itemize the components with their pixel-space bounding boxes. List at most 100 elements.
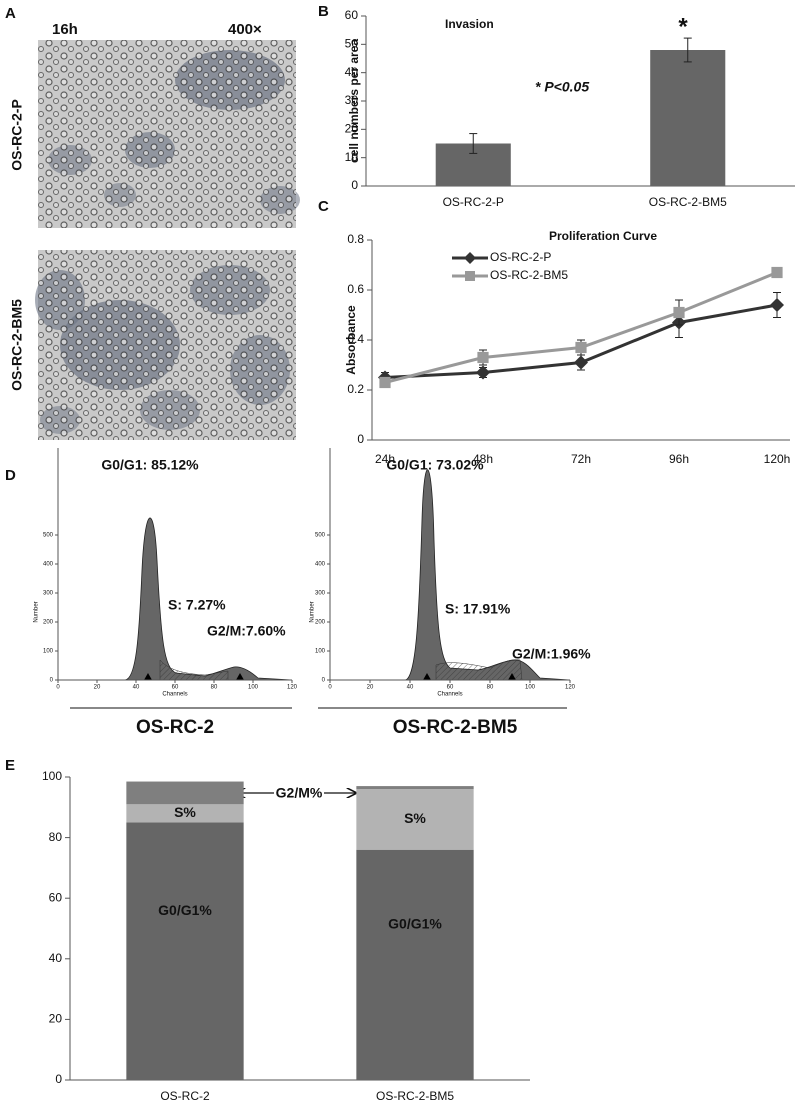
marker xyxy=(477,351,489,364)
y-tick-label: 30 xyxy=(345,93,359,107)
y-tick-label: 500 xyxy=(43,533,54,539)
y-tick-label: 500 xyxy=(315,533,326,539)
y-tick-label: 0.4 xyxy=(347,332,364,346)
y-axis-title: Number xyxy=(310,601,316,622)
chart-title: OS-RC-2-BM5 xyxy=(393,717,518,738)
micrograph-magnification: 400× xyxy=(228,21,262,38)
bar-segment xyxy=(126,804,244,823)
legend-marker xyxy=(465,271,475,281)
annotation: G0/G1: 73.02% xyxy=(386,457,484,473)
x-tick-label: 96h xyxy=(669,452,689,466)
y-tick-label: 400 xyxy=(315,562,326,568)
annotation: S: 17.91% xyxy=(445,601,511,617)
y-tick-label: 40 xyxy=(345,65,359,79)
y-tick-label: 50 xyxy=(345,37,359,51)
panel-label: B xyxy=(318,3,329,20)
x-tick-label: OS-RC-2-BM5 xyxy=(649,195,727,209)
annotation: G0/G1: 85.12% xyxy=(101,457,199,473)
x-tick-label: 72h xyxy=(571,452,591,466)
y-tick-label: 60 xyxy=(345,8,359,22)
y-tick-label: 40 xyxy=(49,951,63,965)
bar-segment xyxy=(356,789,474,850)
x-tick-label: 0 xyxy=(56,685,60,691)
x-tick-label: 24h xyxy=(375,452,395,466)
x-tick-label: 60 xyxy=(172,685,179,691)
y-tick-label: 80 xyxy=(49,830,63,844)
x-tick-label: 100 xyxy=(248,685,259,691)
bar xyxy=(650,50,726,186)
marker xyxy=(673,306,685,319)
marker xyxy=(476,365,490,380)
y-axis-title: cell numbers per area xyxy=(347,39,361,163)
x-tick-label: 20 xyxy=(94,685,101,691)
legend-label: OS-RC-2-BM5 xyxy=(490,268,568,282)
segment-label: G0/G1% xyxy=(158,902,212,918)
x-tick-label: 80 xyxy=(487,685,494,691)
y-tick-label: 0.6 xyxy=(347,282,364,296)
y-tick-label: 20 xyxy=(345,122,359,136)
bar-segment xyxy=(356,786,474,790)
y-tick-label: 20 xyxy=(49,1012,63,1026)
y-tick-label: 0 xyxy=(322,678,326,684)
x-tick-label: 48h xyxy=(473,452,493,466)
bar-segment xyxy=(356,849,474,1080)
y-axis-title: Absorbance xyxy=(344,305,358,375)
y-axis-title: Number xyxy=(34,601,40,622)
annotation: G2/M:7.60% xyxy=(207,623,286,639)
marker xyxy=(771,266,783,279)
y-tick-label: 10 xyxy=(345,150,359,164)
flow-histogram xyxy=(330,469,571,681)
micrograph xyxy=(38,40,300,228)
x-tick-label: 100 xyxy=(525,685,536,691)
micrograph-row-label: OS-RC-2-BM5 xyxy=(9,299,25,391)
y-tick-label: 100 xyxy=(43,649,54,655)
y-tick-label: 200 xyxy=(43,620,54,626)
x-tick-label: 120h xyxy=(764,452,791,466)
panel-label: E xyxy=(5,757,15,774)
annotation: G2/M:1.96% xyxy=(512,646,591,662)
micrograph-row-label: OS-RC-2-P xyxy=(9,99,25,171)
x-tick-label: OS-RC-2-BM5 xyxy=(376,1089,454,1103)
x-tick-label: 40 xyxy=(407,685,414,691)
chart-title: Proliferation Curve xyxy=(549,229,657,243)
y-tick-label: 400 xyxy=(43,562,54,568)
y-tick-label: 0.2 xyxy=(347,382,364,396)
x-tick-label: OS-RC-2-P xyxy=(443,195,504,209)
chart-title: OS-RC-2 xyxy=(136,717,214,738)
y-tick-label: 100 xyxy=(315,649,326,655)
legend-label: OS-RC-2-P xyxy=(490,250,551,264)
marker xyxy=(379,376,391,389)
x-tick-label: 40 xyxy=(133,685,140,691)
marker xyxy=(575,341,587,354)
y-tick-label: 60 xyxy=(49,890,63,904)
y-tick-label: 300 xyxy=(315,591,326,597)
y-tick-label: 100 xyxy=(42,769,62,783)
x-tick-label: 0 xyxy=(328,685,332,691)
panel-label: A xyxy=(5,5,16,22)
y-tick-label: 0 xyxy=(55,1072,62,1086)
y-tick-label: 200 xyxy=(315,620,326,626)
micrograph xyxy=(35,250,296,440)
segment-label: S% xyxy=(174,804,196,820)
marker xyxy=(574,355,588,370)
chart-title: Invasion xyxy=(445,17,494,31)
bar-segment xyxy=(126,781,244,805)
segment-label: G0/G1% xyxy=(388,916,442,932)
x-tick-label: 120 xyxy=(565,685,576,691)
x-tick-label: 60 xyxy=(447,685,454,691)
legend-marker xyxy=(464,252,476,264)
marker xyxy=(770,298,784,312)
x-tick-label: 20 xyxy=(367,685,374,691)
panel-label: C xyxy=(318,198,329,215)
annotation: * xyxy=(678,13,688,40)
y-tick-label: 300 xyxy=(43,591,54,597)
bar-segment xyxy=(126,822,244,1080)
x-tick-label: 80 xyxy=(211,685,218,691)
x-tick-label: OS-RC-2 xyxy=(160,1089,210,1103)
x-axis-title: Channels xyxy=(437,692,462,698)
x-axis-title: Channels xyxy=(162,692,187,698)
x-tick-label: 120 xyxy=(287,685,298,691)
flow-histogram xyxy=(58,517,293,681)
y-tick-label: 0 xyxy=(351,178,358,192)
